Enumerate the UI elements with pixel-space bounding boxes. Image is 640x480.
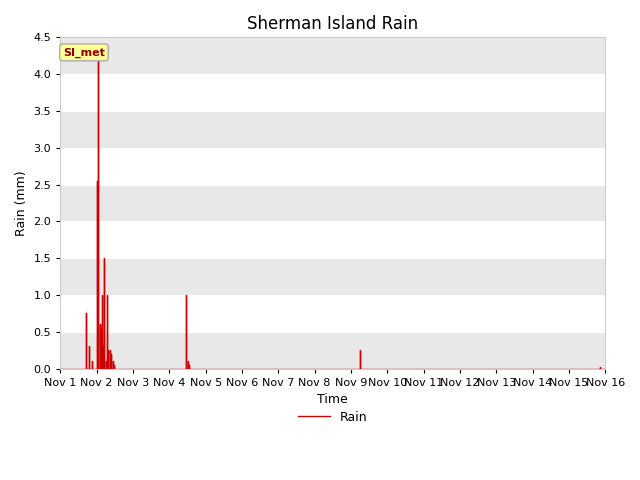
Rain <box>602 366 609 372</box>
Rain <box>88 366 96 372</box>
Bar <box>60 221 605 258</box>
Bar <box>60 332 605 369</box>
Title: Sherman Island Rain: Sherman Island Rain <box>247 15 419 33</box>
Legend: Rain: Rain <box>293 406 372 429</box>
X-axis label: Time: Time <box>317 393 348 406</box>
Bar <box>60 258 605 295</box>
Rain <box>56 366 64 372</box>
Bar <box>60 37 605 74</box>
Rain <box>109 358 116 364</box>
Line: Rain: Rain <box>60 52 605 369</box>
Rain <box>97 366 105 372</box>
Bar <box>60 148 605 184</box>
Rain <box>94 49 102 55</box>
Bar <box>60 184 605 221</box>
Text: SI_met: SI_met <box>63 47 105 58</box>
Rain <box>186 366 193 372</box>
Rain <box>596 364 604 370</box>
Bar <box>60 74 605 111</box>
Bar <box>60 295 605 332</box>
Bar <box>60 111 605 148</box>
Y-axis label: Rain (mm): Rain (mm) <box>15 170 28 236</box>
Rain <box>184 358 191 364</box>
